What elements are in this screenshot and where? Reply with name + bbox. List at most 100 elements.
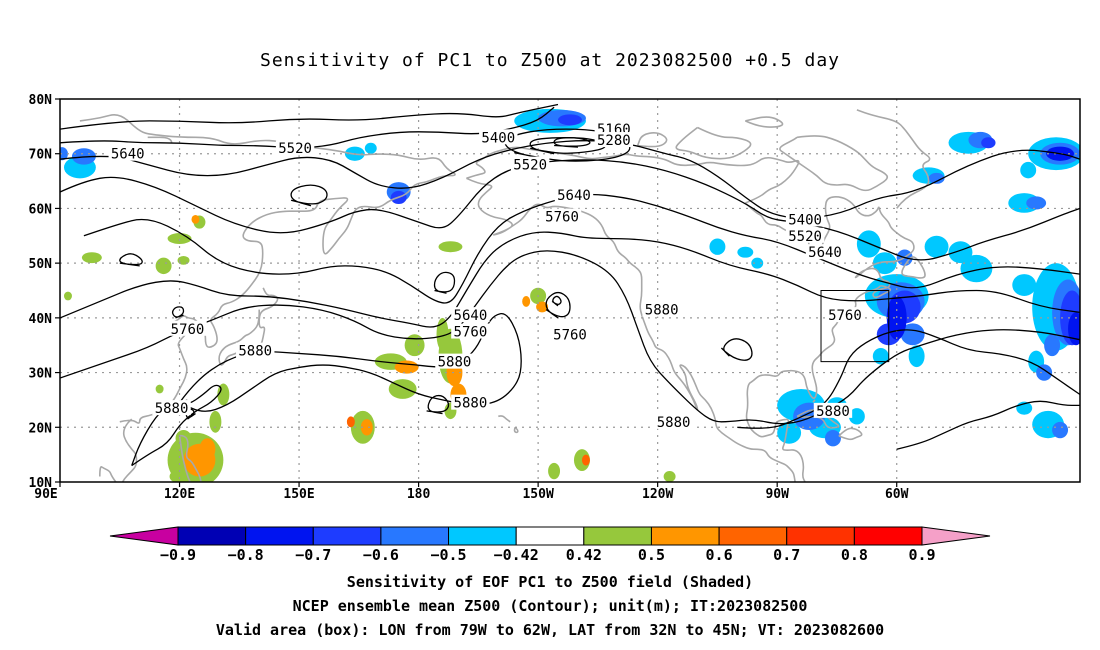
z500-contour-closed: [433, 271, 456, 294]
sensitivity-shade-patch: [346, 416, 355, 428]
coastline-path: [498, 415, 511, 423]
contour-label-bg: [435, 353, 474, 369]
z500-contour-line: [83, 193, 1080, 304]
contour-label: 5880: [454, 396, 488, 412]
colorbar-bin: [380, 526, 450, 546]
sensitivity-shade-patch: [900, 323, 925, 346]
colorbar-label: −0.6: [363, 546, 399, 564]
z500-contour-closed: [426, 394, 450, 415]
contour-label-bg: [813, 402, 853, 418]
coastline-path: [147, 136, 173, 143]
z500-contour-closed: [551, 295, 562, 307]
sensitivity-shade-patch: [872, 252, 897, 275]
contour-label-bg: [236, 342, 275, 358]
sensitivity-shade-patch: [737, 246, 754, 258]
sensitivity-shade-patch: [960, 254, 993, 283]
coastline-path: [513, 426, 519, 434]
sensitivity-shade-patch: [404, 334, 425, 357]
contour-label: 5640: [111, 147, 145, 163]
z500-contours: [60, 103, 1080, 467]
lat-tick-label: 60N: [29, 202, 53, 217]
sensitivity-shade-patch: [663, 471, 676, 482]
contour-label: 5880: [657, 415, 691, 431]
colorbar-bin: [853, 526, 923, 546]
colorbar-bin: [312, 526, 382, 546]
sensitivity-shade-patch: [60, 147, 68, 161]
contour-label-bg: [542, 208, 582, 224]
sensitivity-shade-patch: [848, 408, 865, 425]
z500-contour-closed: [171, 306, 185, 319]
map-frame: [59, 98, 1081, 483]
contour-label: 5280: [597, 133, 631, 149]
coastline-path: [746, 206, 915, 400]
sensitivity-shade-patch: [63, 291, 72, 301]
contour-label: 5880: [816, 404, 850, 420]
contour-label: 5640: [557, 188, 591, 204]
sensitivity-shade-patch: [825, 430, 841, 447]
coastline-path: [856, 109, 931, 209]
contour-label-bg: [654, 413, 693, 429]
coastline-path: [779, 135, 889, 192]
contour-label-bg: [275, 140, 315, 156]
sensitivity-shade-patch: [981, 137, 996, 149]
colorbar-bin: [448, 526, 517, 546]
z500-contour-line: [60, 140, 1080, 219]
colorbar-low-triangle: [109, 526, 179, 546]
contour-label: 5760: [454, 325, 488, 341]
lat-tick-label: 10N: [29, 476, 53, 491]
z500-contour-closed: [529, 137, 606, 155]
contour-label: 5760: [828, 308, 862, 324]
sensitivity-shade-patch: [191, 214, 200, 224]
z500-contour-line: [896, 400, 1080, 450]
coastline-path: [745, 394, 806, 482]
contour-label-bg: [594, 132, 634, 148]
sensitivity-shade-patch: [1044, 334, 1061, 357]
coastline-path: [636, 132, 668, 148]
lon-tick-label: 120W: [642, 487, 673, 502]
z500-contour-line: [60, 250, 1080, 425]
sensitivity-shade-patch: [155, 257, 172, 275]
contour-label-bg: [479, 129, 518, 145]
colorbar-bin: [786, 526, 855, 546]
sensitivity-shade-patch: [872, 347, 889, 365]
lat-tick-label: 80N: [29, 93, 53, 108]
lon-tick-label: 150E: [283, 487, 314, 502]
coastline-path: [838, 427, 863, 441]
contour-label: 5520: [788, 229, 822, 245]
contour-label: 5880: [238, 344, 272, 360]
z500-contour-closed: [119, 253, 143, 267]
sensitivity-shade-patch: [908, 345, 925, 368]
colorbar-label: −0.42: [494, 546, 539, 564]
sensitivity-shade-patch: [209, 410, 222, 433]
contour-label: 5400: [788, 212, 822, 228]
contour-label: 5760: [553, 327, 587, 343]
sensitivity-shade-patch: [1012, 274, 1037, 296]
contour-label: 5760: [171, 322, 205, 338]
colorbar-bin: [515, 526, 585, 546]
contour-label-bg: [785, 227, 825, 243]
map-title: Sensitivity of PC1 to Z500 at 2023082500…: [259, 50, 840, 71]
colorbar-label: 0.5: [638, 546, 665, 564]
z500-contour-line: [60, 231, 1080, 328]
colorbar-label: 0.9: [908, 546, 935, 564]
lat-tick-label: 30N: [29, 367, 53, 382]
contour-label-bg: [642, 301, 681, 317]
colorbar-bin: [718, 526, 788, 546]
lat-tick-label: 50N: [29, 257, 53, 272]
sensitivity-shade-patch: [751, 257, 764, 269]
sensitivity-shade-patch: [924, 235, 949, 258]
contour-label: 5640: [808, 245, 842, 261]
sensitivity-shade-patch: [1068, 312, 1080, 346]
sensitivity-shade-patch: [81, 252, 102, 264]
sensitivity-shade-patch: [558, 114, 582, 126]
caption-line-2: NCEP ensemble mean Z500 (Contour); unit(…: [292, 597, 808, 615]
lat-tick-label: 20N: [29, 421, 53, 436]
contour-label: 5640: [454, 308, 488, 324]
lat-tick-label: 70N: [29, 148, 53, 163]
colorbar-label: 0.8: [841, 546, 868, 564]
colorbar-bin: [650, 526, 720, 546]
contour-label: 5880: [155, 401, 189, 417]
